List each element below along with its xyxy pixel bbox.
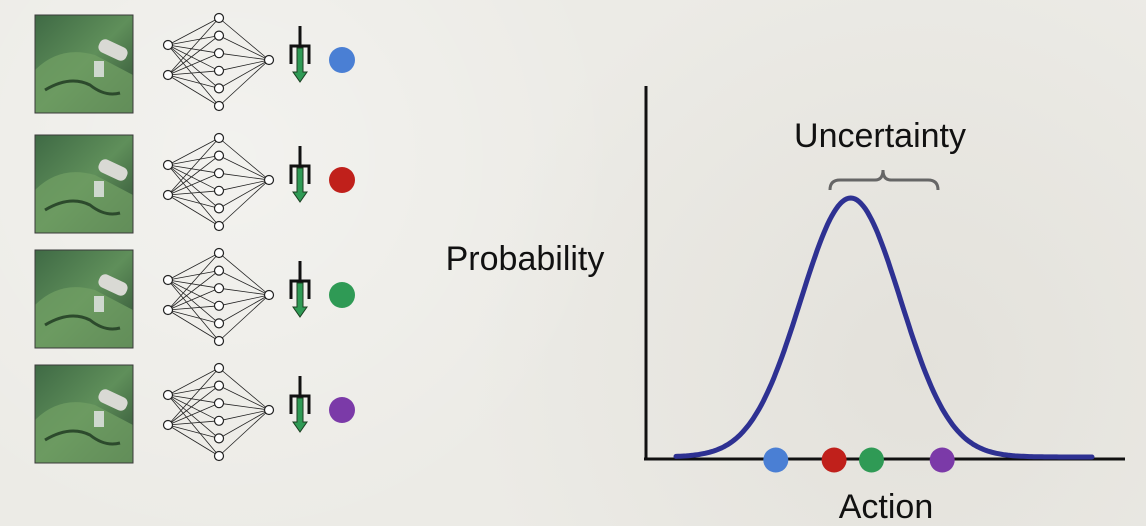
neural-network-icon: [162, 362, 275, 462]
ensemble-member-blue: [34, 12, 355, 114]
sample-point-blue: [763, 447, 789, 473]
robot-camera-photo-icon: [34, 249, 134, 349]
neural-network-icon: [162, 132, 275, 232]
uncertainty-label: Uncertainty: [794, 117, 966, 155]
uncertainty-brace: [828, 169, 940, 191]
ensemble-member-purple: [34, 362, 355, 464]
robot-camera-photo-icon: [34, 14, 134, 114]
neural-network-icon: [162, 247, 275, 347]
action-dot-red: [329, 167, 355, 193]
gripper-down-arrow-icon: [289, 26, 311, 83]
ensemble-member-green: [34, 247, 355, 349]
action-dot-purple: [329, 397, 355, 423]
gripper-down-arrow-icon: [289, 146, 311, 203]
sample-points: [763, 447, 955, 473]
gripper-down-arrow-icon: [289, 261, 311, 318]
action-dot-green: [329, 282, 355, 308]
gripper-down-arrow-icon: [289, 376, 311, 433]
sample-point-red: [821, 447, 847, 473]
plot: Uncertainty Probability Action: [446, 86, 1125, 526]
ensemble-member-red: [34, 132, 355, 234]
x-axis-label: Action: [839, 488, 934, 526]
robot-camera-photo-icon: [34, 364, 134, 464]
robot-camera-photo-icon: [34, 134, 134, 234]
action-dot-blue: [329, 47, 355, 73]
y-axis-label: Probability: [446, 240, 605, 278]
neural-network-icon: [162, 12, 275, 112]
sample-point-green: [859, 447, 884, 473]
ensemble-rows: [34, 12, 355, 464]
sample-point-purple: [929, 447, 955, 473]
probability-curve: [673, 195, 1095, 460]
